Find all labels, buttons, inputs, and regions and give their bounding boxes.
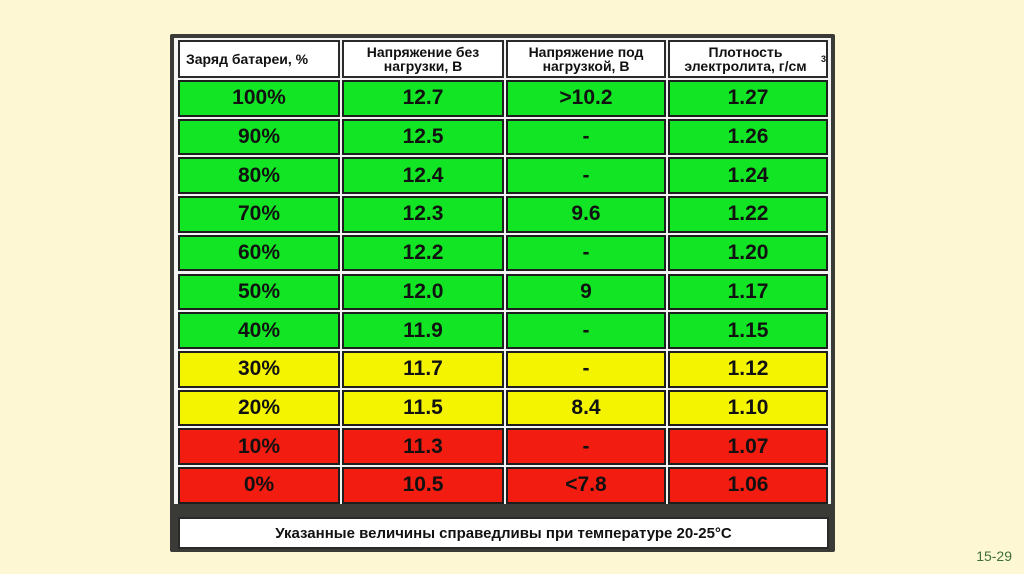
- cell-density: 1.20: [668, 234, 828, 272]
- cell-charge: 100%: [178, 80, 340, 117]
- cell-under-load: >10.2: [506, 80, 666, 117]
- cell-under-load: -: [506, 312, 666, 349]
- cell-no-load: 12.5: [342, 118, 504, 156]
- cell-density: 1.27: [668, 80, 828, 117]
- header-charge: Заряд батареи, %: [178, 40, 340, 78]
- cell-charge: 20%: [178, 389, 340, 427]
- cell-under-load: 9: [506, 273, 666, 311]
- cell-density: 1.15: [668, 312, 828, 349]
- page-number: 15-29: [976, 548, 1012, 564]
- cell-no-load: 12.3: [342, 196, 504, 233]
- cell-charge: 80%: [178, 157, 340, 195]
- header-density: Плотность электролита, г/см 3: [668, 40, 828, 78]
- cell-no-load: 11.3: [342, 428, 504, 465]
- cell-charge: 90%: [178, 118, 340, 156]
- cell-no-load: 11.9: [342, 312, 504, 349]
- cell-density: 1.24: [668, 157, 828, 195]
- cell-no-load: 12.0: [342, 273, 504, 311]
- cell-charge: 70%: [178, 196, 340, 233]
- cell-no-load: 11.7: [342, 350, 504, 388]
- cell-charge: 10%: [178, 428, 340, 465]
- cell-density: 1.10: [668, 389, 828, 427]
- cell-under-load: 8.4: [506, 389, 666, 427]
- cell-under-load: -: [506, 234, 666, 272]
- cell-density: 1.22: [668, 196, 828, 233]
- header-under-load: Напряжение под нагрузкой, В: [506, 40, 666, 78]
- battery-table: Заряд батареи, % Напряжение без нагрузки,…: [174, 38, 831, 504]
- cell-density: 1.26: [668, 118, 828, 156]
- cell-no-load: 12.7: [342, 80, 504, 117]
- cell-density: 1.12: [668, 350, 828, 388]
- header-no-load: Напряжение без нагрузки, В: [342, 40, 504, 78]
- cell-under-load: -: [506, 350, 666, 388]
- cell-under-load: <7.8: [506, 467, 666, 504]
- cell-density: 1.07: [668, 428, 828, 465]
- cell-under-load: 9.6: [506, 196, 666, 233]
- cell-no-load: 10.5: [342, 467, 504, 504]
- cell-under-load: -: [506, 157, 666, 195]
- cell-density: 1.06: [668, 467, 828, 504]
- cell-charge: 0%: [178, 467, 340, 504]
- cell-no-load: 11.5: [342, 389, 504, 427]
- footnote: Указанные величины справедливы при темпе…: [178, 517, 829, 549]
- cell-charge: 40%: [178, 312, 340, 349]
- cell-charge: 60%: [178, 234, 340, 272]
- cell-charge: 30%: [178, 350, 340, 388]
- cell-no-load: 12.2: [342, 234, 504, 272]
- cell-under-load: -: [506, 118, 666, 156]
- cell-no-load: 12.4: [342, 157, 504, 195]
- cell-density: 1.17: [668, 273, 828, 311]
- cell-charge: 50%: [178, 273, 340, 311]
- cell-under-load: -: [506, 428, 666, 465]
